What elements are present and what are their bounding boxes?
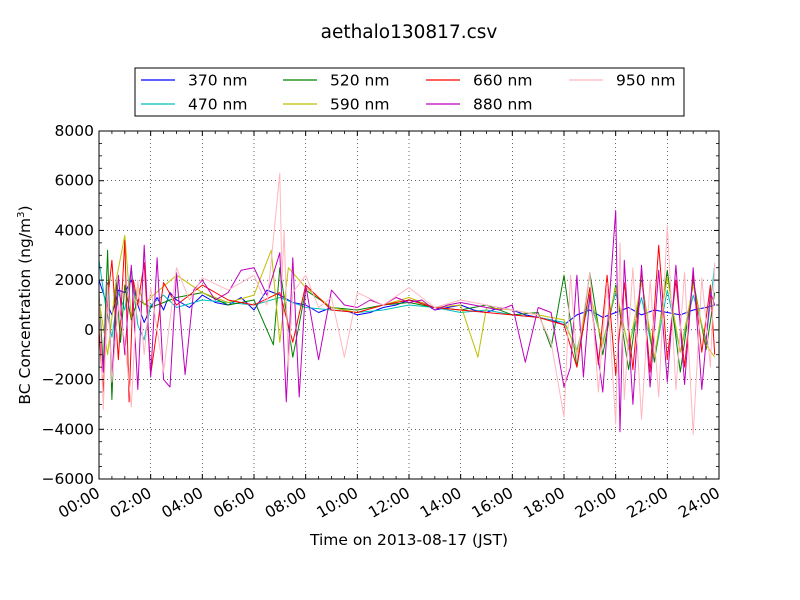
y-axis-label: BC Concentration (ng/m3) — [16, 205, 34, 404]
y-tick-label: 4000 — [55, 221, 94, 239]
series-group — [98, 172, 716, 435]
series-line-950-nm — [98, 172, 716, 435]
legend-label-590-nm: 590 nm — [330, 96, 389, 114]
legend-label-880-nm: 880 nm — [473, 96, 532, 114]
legend-frame — [134, 67, 685, 117]
legend-label-370-nm: 370 nm — [188, 72, 247, 90]
legend-label-660-nm: 660 nm — [473, 72, 532, 90]
legend-label-950-nm: 950 nm — [616, 72, 675, 90]
legend: 370 nm 470 nm 520 nm 590 nm 660 nm 880 nm 950 … — [134, 67, 685, 117]
y-tick-label: 6000 — [55, 172, 94, 190]
chart-title: aethalo130817.csv — [321, 22, 498, 43]
y-axis-label-superscript: 3 — [16, 211, 27, 217]
series-line-660-nm — [98, 239, 716, 403]
y-tick-label: 2000 — [55, 271, 94, 289]
y-tick-label: 0 — [84, 321, 94, 339]
axis-ticks — [98, 130, 720, 480]
y-axis-label-end: ) — [16, 205, 34, 211]
y-axis-label-main: BC Concentration (ng/m — [16, 218, 34, 405]
legend-label-470-nm: 470 nm — [188, 96, 247, 114]
y-axis-tick-labels: 8000 6000 4000 2000 0 −2000 −4000 −6000 — [42, 122, 94, 488]
x-axis-label: Time on 2013-08-17 (JST) — [309, 531, 508, 549]
y-tick-label: 8000 — [55, 122, 94, 140]
legend-label-520-nm: 520 nm — [330, 72, 389, 90]
y-tick-label: −4000 — [42, 420, 94, 438]
y-tick-label: −6000 — [42, 470, 94, 488]
legend-entries: 370 nm 470 nm 520 nm 590 nm 660 nm 880 nm 950 … — [141, 72, 675, 114]
y-tick-label: −2000 — [42, 371, 94, 389]
